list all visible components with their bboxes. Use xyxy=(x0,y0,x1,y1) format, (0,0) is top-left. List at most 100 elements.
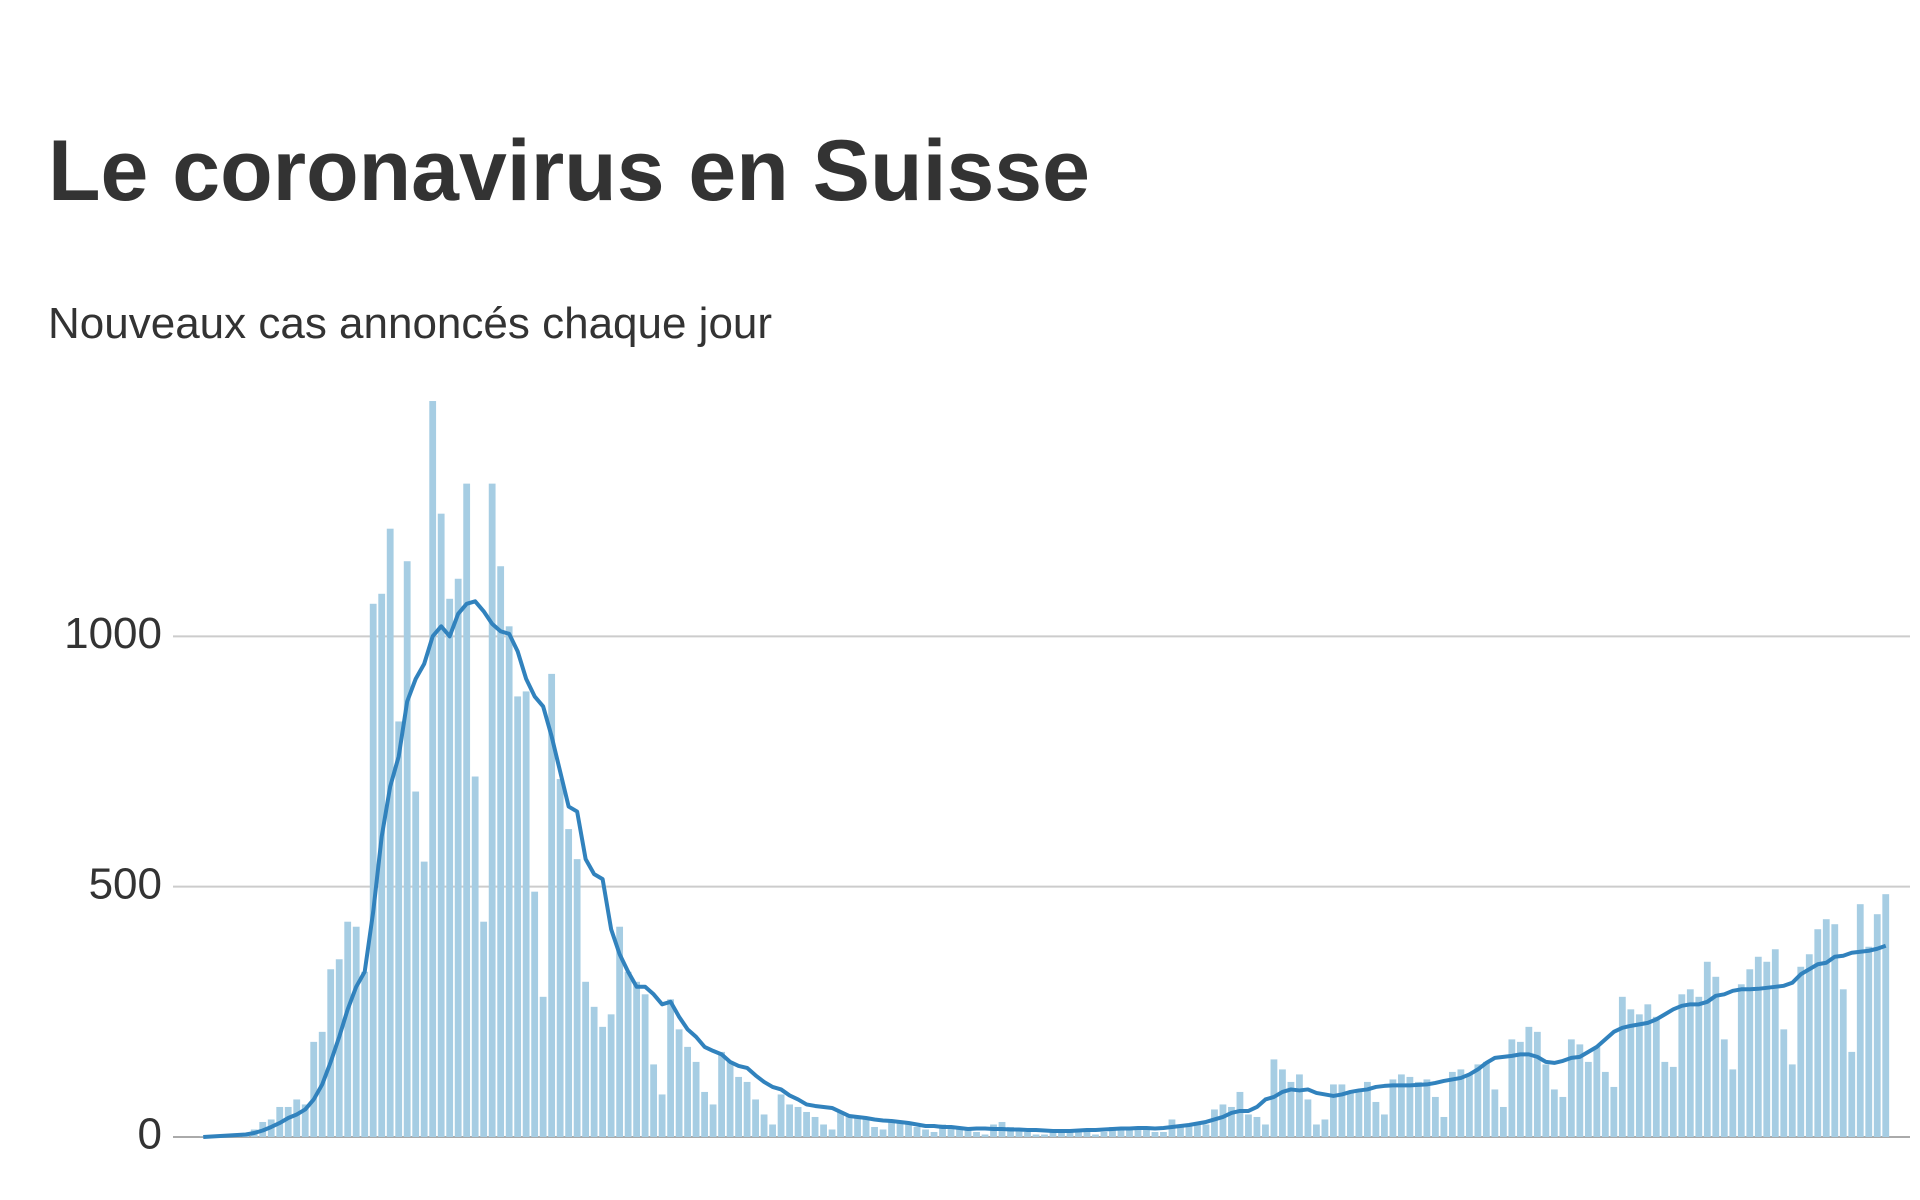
bar xyxy=(1134,1126,1142,1137)
bar xyxy=(1627,1009,1635,1137)
bar xyxy=(1414,1081,1422,1137)
bar xyxy=(1007,1126,1014,1137)
bar xyxy=(1279,1069,1286,1137)
bar xyxy=(1525,1026,1533,1137)
bar xyxy=(1194,1121,1201,1137)
bar xyxy=(1109,1126,1116,1137)
bar xyxy=(1253,1116,1261,1137)
bar xyxy=(1355,1089,1363,1137)
bar xyxy=(1703,961,1711,1137)
bar xyxy=(327,969,335,1137)
bar xyxy=(973,1131,980,1137)
bar xyxy=(1347,1091,1354,1137)
bar xyxy=(1635,1014,1643,1137)
bar xyxy=(497,566,505,1137)
bar xyxy=(964,1129,972,1137)
bar xyxy=(1746,969,1754,1137)
bar xyxy=(1661,1061,1669,1137)
bar xyxy=(284,1106,292,1137)
bar xyxy=(310,1041,318,1137)
bar xyxy=(1474,1064,1482,1137)
bar xyxy=(641,994,649,1137)
bar xyxy=(1576,1044,1584,1137)
bar xyxy=(1516,1041,1524,1137)
bar xyxy=(871,1126,878,1137)
bar xyxy=(1202,1124,1210,1137)
bar xyxy=(624,971,632,1137)
bar xyxy=(1763,961,1771,1137)
bar xyxy=(1618,996,1626,1137)
bar xyxy=(1066,1129,1074,1137)
bar xyxy=(1389,1079,1397,1137)
bar xyxy=(1831,924,1839,1137)
bar xyxy=(582,981,590,1137)
bar xyxy=(1822,919,1830,1137)
bar xyxy=(1457,1069,1465,1137)
bar xyxy=(1143,1129,1150,1137)
bar xyxy=(1024,1131,1031,1137)
bar xyxy=(1126,1129,1133,1137)
bar xyxy=(1245,1114,1252,1137)
bar xyxy=(913,1126,921,1137)
bar xyxy=(820,1124,827,1137)
y-tick-label: 1000 xyxy=(64,609,162,658)
bar xyxy=(1211,1109,1218,1137)
bar xyxy=(1296,1074,1303,1137)
bar xyxy=(1049,1129,1057,1137)
bar xyxy=(1754,956,1762,1137)
y-tick-label: 0 xyxy=(138,1110,162,1159)
bar xyxy=(1695,996,1703,1137)
bar xyxy=(1584,1061,1592,1137)
bar xyxy=(1788,1064,1796,1137)
bar xyxy=(777,1094,785,1137)
bar xyxy=(1652,1016,1660,1137)
average-line xyxy=(203,599,1887,1139)
bar xyxy=(1364,1081,1371,1137)
bar xyxy=(1041,1134,1048,1137)
bar xyxy=(981,1134,989,1137)
bar xyxy=(803,1111,810,1137)
bar xyxy=(684,1046,692,1137)
bar xyxy=(786,1104,793,1137)
bar xyxy=(531,891,539,1137)
bar xyxy=(1228,1106,1235,1137)
bar xyxy=(616,926,624,1137)
bar xyxy=(514,696,522,1137)
bar xyxy=(395,721,403,1137)
bar xyxy=(1160,1131,1167,1137)
bar xyxy=(1644,1004,1652,1137)
bar xyxy=(548,673,556,1137)
bar xyxy=(386,528,394,1137)
bar xyxy=(1686,989,1694,1137)
bar xyxy=(735,1076,742,1137)
bar xyxy=(1491,1089,1499,1137)
bar xyxy=(1499,1106,1507,1137)
bar xyxy=(1397,1074,1405,1137)
bar xyxy=(1848,1051,1856,1137)
bar xyxy=(420,861,428,1137)
bar xyxy=(446,598,454,1137)
bar xyxy=(1542,1064,1550,1137)
bar xyxy=(1712,976,1720,1137)
chart-title: Le coronavirus en Suisse xyxy=(48,123,1090,219)
bar xyxy=(1508,1039,1516,1137)
bar xyxy=(1330,1084,1337,1137)
bar xyxy=(956,1126,963,1137)
bar xyxy=(1839,989,1847,1137)
bar xyxy=(667,999,675,1137)
bar xyxy=(463,483,471,1137)
bar xyxy=(344,921,352,1137)
bar xyxy=(352,926,360,1137)
bar xyxy=(1559,1096,1567,1137)
bar xyxy=(1083,1131,1091,1137)
bar xyxy=(930,1131,938,1137)
bar xyxy=(828,1129,836,1137)
bar xyxy=(369,603,377,1137)
bar xyxy=(471,776,479,1137)
bar xyxy=(556,779,564,1137)
bar xyxy=(726,1061,734,1137)
bar xyxy=(454,578,462,1137)
bar xyxy=(1338,1084,1346,1137)
bar xyxy=(1321,1119,1329,1137)
bar xyxy=(1593,1046,1601,1137)
